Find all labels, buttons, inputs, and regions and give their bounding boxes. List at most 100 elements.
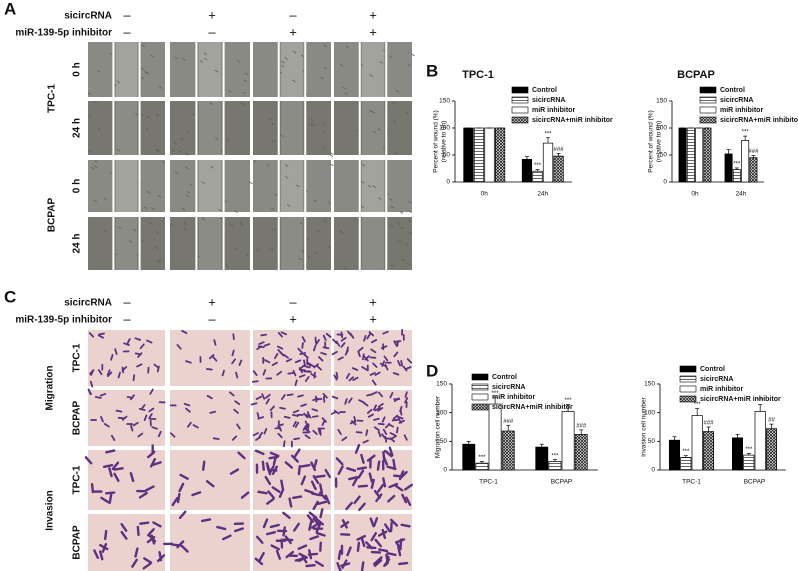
cell [388,482,399,489]
cell [113,472,120,483]
micrograph [88,514,166,571]
legend-swatch [471,393,489,401]
cell-texture [155,231,159,234]
cell-texture [330,163,334,167]
condition-label: sicircRNA [64,11,112,22]
cell [251,380,259,383]
cell [233,408,239,414]
cell [320,351,327,356]
cell [400,523,411,528]
cell-texture [256,249,260,252]
cell [382,451,386,462]
cell-texture [201,217,206,221]
cell [337,356,344,361]
cell [299,352,307,356]
cell [305,423,309,430]
cell [397,546,402,557]
cell [297,394,304,398]
cell [391,418,399,422]
cell [153,363,160,369]
cell-texture [146,190,150,194]
cell [374,538,382,548]
condition-label: miR-139-5p inhibitor [15,28,112,39]
cell [170,543,182,547]
y-tick-label: 100 [644,409,655,416]
cell [349,332,355,339]
cell-texture [151,207,155,210]
cell [389,392,394,399]
cell [287,372,295,375]
bar [521,158,533,183]
cell [314,560,324,567]
cell [304,489,315,495]
wound-area [115,160,138,212]
legend-label: sicircRNA+miR inhibitor [492,404,573,411]
cell-texture [377,128,382,131]
cell [369,517,375,528]
bar [680,457,692,471]
legend-label: sicircRNA [720,97,753,104]
cell-texture [395,89,400,93]
cell [94,396,102,399]
cell [149,388,154,395]
cell [235,371,239,379]
cell [88,332,95,338]
cell-texture [299,221,303,225]
cell [171,497,179,507]
cell [286,393,294,397]
cell-texture [284,57,288,60]
cell-texture [249,181,253,185]
wound-area [198,160,222,212]
legend-label: miR inhibitor [532,107,575,114]
cell [397,360,401,367]
cell [102,463,114,469]
micrograph [253,42,331,97]
cell [221,369,225,377]
cell [292,413,299,417]
cell-texture [143,70,148,74]
significance: ### [748,149,759,155]
cell [357,350,361,358]
cell [310,480,317,491]
bar [488,403,502,471]
cell-texture [173,142,178,145]
assay-label: Invasion [45,490,56,531]
cell [304,376,310,382]
panel-label: B [426,61,438,80]
y-tick-label: 50 [440,438,448,445]
condition-sign: + [208,294,216,309]
cell [258,551,265,562]
chart-title: TPC-1 [462,69,494,81]
bar [703,127,712,183]
cell [371,391,378,396]
legend-swatch [471,373,489,381]
cell-texture [329,154,334,158]
cell [222,534,232,541]
condition-sign: + [289,24,297,39]
cell-texture [93,199,98,203]
cell [148,413,153,420]
micrograph [253,217,331,270]
cell [183,403,191,407]
cell [89,380,94,388]
cell-line-label: TPC-1 [72,465,83,494]
y-tick-label: 0 [446,179,450,186]
cell-texture [361,163,366,167]
cell [170,432,176,438]
cell [258,341,265,345]
cell-texture [271,207,275,211]
cell [347,397,353,404]
cell [382,477,387,488]
micrograph [330,390,412,446]
cell-texture [146,115,150,119]
cell-texture [323,44,328,48]
cell [266,497,275,505]
cell-line-label: TPC-1 [47,84,58,113]
cell [293,522,300,532]
significance: *** [733,162,741,168]
cell-texture [307,255,312,259]
cell-texture [103,197,107,200]
wound-area [281,217,303,270]
legend-swatch [511,116,529,124]
